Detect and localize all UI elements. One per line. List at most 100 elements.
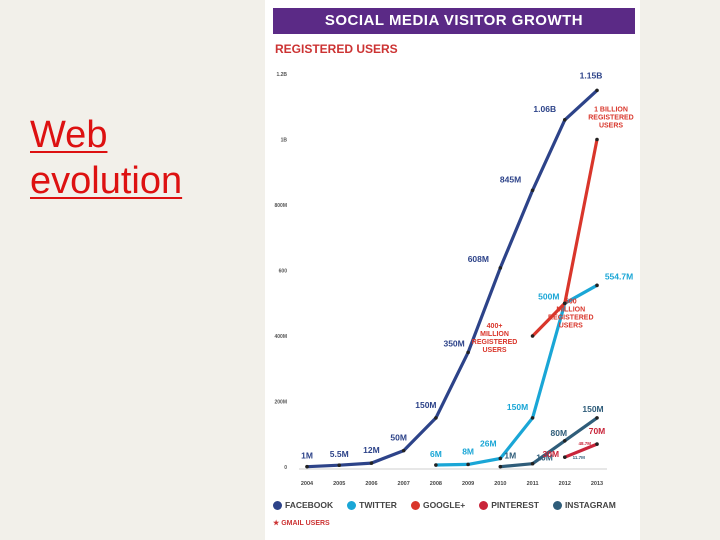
data-label: 1M [504, 451, 516, 461]
gmail-note: ★ GMAIL USERS [273, 520, 330, 527]
data-label: USERS [599, 123, 623, 130]
legend-item-twitter: TWITTER [347, 500, 397, 510]
legend-item-instagram: INSTAGRAM [552, 500, 616, 510]
data-point [562, 439, 567, 443]
y-tick-label: 1B [281, 138, 288, 144]
data-label: 70M [589, 426, 606, 436]
legend-item-googleplus: GOOGLE+ [410, 500, 466, 510]
data-point [498, 456, 503, 461]
slide-title-line1: Web [30, 114, 108, 156]
data-point [562, 118, 567, 122]
y-tick-label: 800M [274, 203, 287, 209]
data-label: 500 [565, 298, 577, 305]
data-label: 8M [462, 446, 474, 456]
data-point [498, 464, 503, 469]
data-label: 150M [415, 400, 436, 410]
legend-label: GOOGLE+ [422, 500, 466, 510]
chart-legend: FACEBOOK TWITTER GOOGLE+ PINTEREST INSTA… [273, 500, 638, 510]
series-line-gmail-users [563, 137, 599, 305]
data-label: 350M [443, 338, 464, 348]
data-label: 554.7M [605, 271, 633, 281]
x-tick-label: 2008 [430, 481, 442, 487]
y-tick-label: 0 [284, 465, 287, 471]
infographic: SOCIAL MEDIA VISITOR GROWTH REGISTERED U… [265, 0, 640, 540]
data-point [595, 283, 599, 288]
facebook-icon [273, 500, 282, 510]
data-point [401, 448, 406, 453]
data-label: 80M [551, 428, 568, 438]
x-tick-label: 2011 [527, 481, 539, 487]
series-line-pinterest [563, 442, 599, 459]
annotation-label: 48.7M [578, 441, 591, 446]
data-label: 608M [468, 254, 489, 264]
data-label: 1.06B [533, 104, 556, 114]
data-point [369, 461, 374, 465]
series-line-facebook [305, 88, 599, 469]
twitter-icon [347, 500, 357, 510]
series-line-instagram [498, 416, 599, 469]
data-point [530, 334, 535, 338]
data-label: 26M [480, 438, 497, 448]
data-label: USERS [559, 322, 583, 329]
data-point [530, 461, 535, 466]
data-point [530, 416, 535, 420]
legend-item-facebook: FACEBOOK [273, 500, 333, 510]
slide-title-line2: evolution [30, 160, 183, 202]
data-label: 1.15B [580, 70, 603, 80]
data-label: REGISTERED [472, 339, 518, 346]
googleplus-icon [410, 500, 420, 510]
x-tick-label: 2012 [559, 481, 571, 487]
slide-title: Web evolution [30, 112, 230, 204]
legend-label: TWITTER [359, 500, 397, 510]
data-label: MILLION [480, 331, 509, 338]
pinterest-icon [479, 500, 489, 510]
data-label: 10M [536, 453, 553, 463]
series-line-twitter [434, 283, 599, 467]
data-point [595, 416, 599, 420]
instagram-icon [552, 500, 562, 510]
data-point [562, 301, 567, 306]
y-tick-label: 600 [279, 269, 288, 275]
data-label: 1M [301, 451, 313, 461]
legend-label: INSTAGRAM [564, 500, 616, 510]
data-point [595, 88, 599, 93]
x-tick-label: 2009 [462, 481, 474, 487]
data-label: 30M [543, 449, 560, 459]
x-tick-label: 2007 [398, 481, 410, 487]
data-point [530, 188, 535, 193]
x-tick-label: 2010 [494, 481, 506, 487]
data-label: 400+ [487, 323, 503, 330]
data-label: REGISTERED [588, 115, 634, 122]
data-label: MILLION [556, 306, 585, 313]
data-point [337, 463, 342, 467]
data-label: 12M [363, 445, 380, 455]
data-point [434, 416, 438, 420]
infographic-banner: SOCIAL MEDIA VISITOR GROWTH [273, 8, 635, 34]
x-tick-label: 2005 [333, 481, 345, 487]
x-tick-label: 2006 [365, 481, 377, 487]
data-point [562, 455, 567, 459]
series-line-google- [531, 301, 567, 338]
data-label: 845M [500, 174, 521, 184]
data-label: 500M [538, 291, 559, 301]
legend-label: FACEBOOK [285, 500, 334, 510]
data-label: 1 BILLION [594, 107, 628, 114]
data-point [595, 137, 599, 142]
y-tick-label: 200M [274, 400, 287, 406]
section-label: REGISTERED USERS [275, 42, 398, 56]
data-label: 150M [507, 402, 528, 412]
x-tick-label: 2004 [301, 481, 314, 487]
data-label: 6M [430, 449, 442, 459]
legend-label: PINTEREST [491, 500, 539, 510]
data-point [498, 266, 503, 270]
data-label: 50M [390, 433, 407, 443]
x-tick-label: 2013 [591, 481, 603, 487]
line-chart: 0 200M 400M 600 800M 1B 1.2B 2004 2005 2006 2007 20… [274, 70, 634, 487]
y-tick-label: 400M [274, 334, 287, 340]
data-point [466, 350, 470, 355]
annotation-label: 11.7M [573, 455, 586, 460]
data-point [305, 464, 309, 469]
data-label: 5.5M [330, 449, 349, 459]
legend-item-pinterest: PINTEREST [479, 500, 539, 510]
y-tick-label: 1.2B [276, 72, 287, 78]
